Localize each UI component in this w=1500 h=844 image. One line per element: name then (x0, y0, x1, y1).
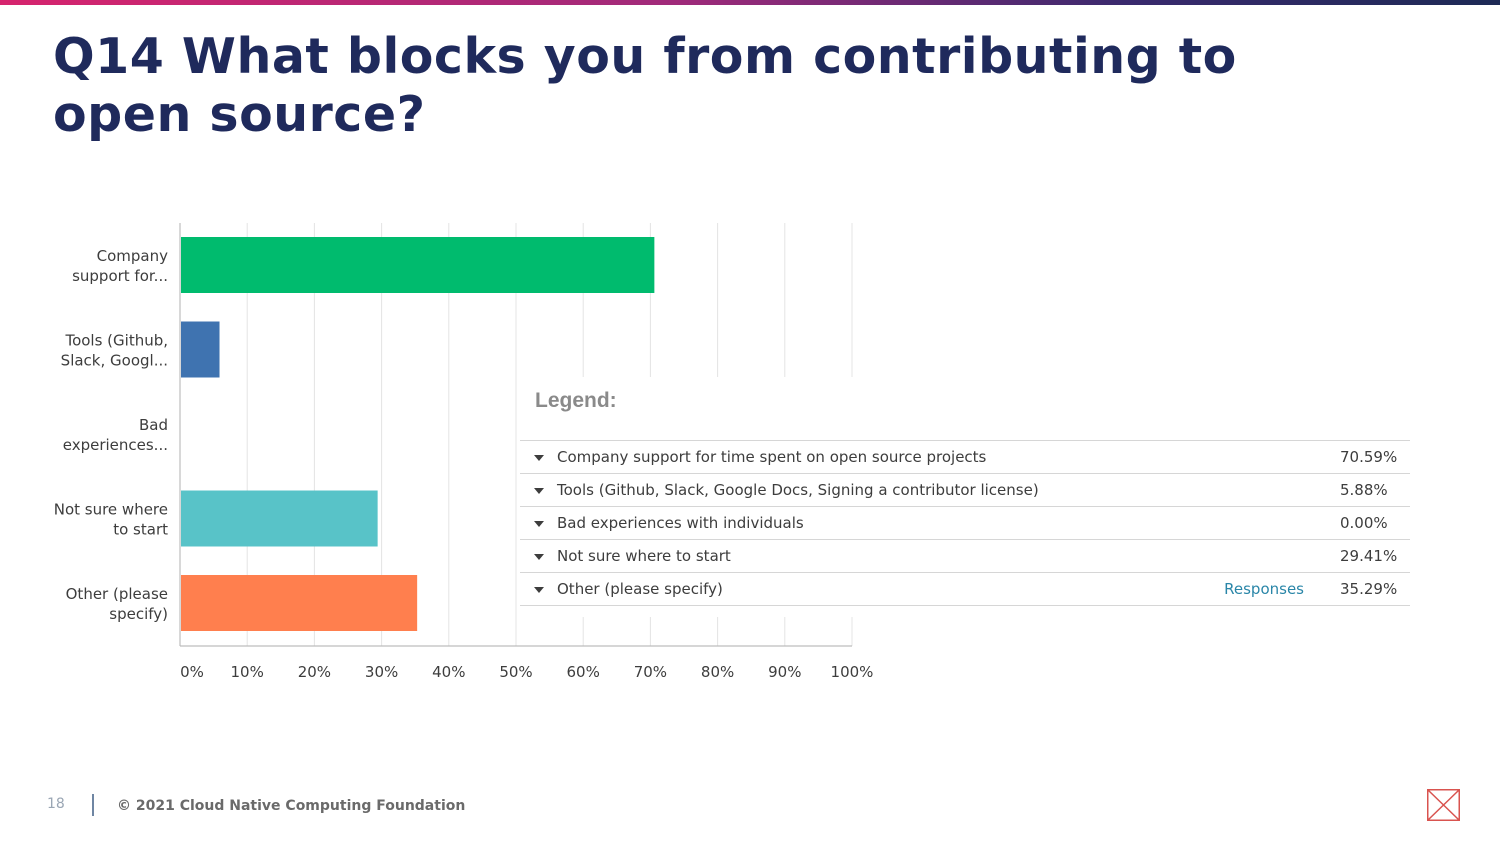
x-tick-label: 90% (768, 663, 801, 681)
category-label: Other (please (66, 585, 168, 603)
category-label: Company (97, 247, 168, 265)
category-label: to start (113, 521, 168, 539)
x-tick-label: 10% (231, 663, 264, 681)
legend-label: Not sure where to start (557, 547, 731, 565)
caret-down-icon[interactable] (533, 487, 544, 494)
legend-row[interactable]: Not sure where to start 29.41% (520, 540, 1410, 573)
x-tick-label: 80% (701, 663, 734, 681)
caret-down-icon[interactable] (533, 454, 544, 461)
legend-label: Other (please specify) (557, 580, 723, 598)
caret-down-icon[interactable] (533, 553, 544, 560)
x-tick-label: 50% (499, 663, 532, 681)
legend-row[interactable]: Tools (Github, Slack, Google Docs, Signi… (520, 474, 1410, 507)
legend-table: Company support for time spent on open s… (520, 440, 1410, 606)
bar (181, 490, 378, 547)
bar (181, 237, 655, 293)
caret-down-icon[interactable] (533, 586, 544, 593)
legend-row[interactable]: Bad experiences with individuals 0.00% (520, 507, 1410, 540)
legend-label: Company support for time spent on open s… (557, 448, 987, 466)
bar (181, 575, 418, 631)
x-tick-label: 100% (831, 663, 874, 681)
x-tick-label: 60% (567, 663, 600, 681)
x-tick-label: 30% (365, 663, 398, 681)
bar (181, 321, 220, 378)
legend-percent: 0.00% (1340, 514, 1388, 532)
legend-row[interactable]: Other (please specify) Responses 35.29% (520, 573, 1410, 606)
legend-title: Legend: (535, 389, 617, 412)
category-label: Bad (139, 416, 168, 434)
legend-percent: 70.59% (1340, 448, 1398, 466)
x-tick-label: 0% (180, 663, 204, 681)
category-label: support for... (72, 267, 168, 285)
responses-link[interactable]: Responses (1224, 580, 1304, 598)
legend-percent: 35.29% (1340, 580, 1398, 598)
page-number: 18 (47, 796, 65, 812)
top-accent-bar (0, 0, 1500, 5)
legend-label: Tools (Github, Slack, Google Docs, Signi… (557, 481, 1039, 499)
legend-panel: Legend: Company support for time spent o… (520, 377, 1410, 617)
caret-down-icon[interactable] (533, 520, 544, 527)
slide-title: Q14 What blocks you from contributing to… (53, 28, 1237, 143)
footer-divider (92, 794, 94, 816)
cncf-logo-icon (1427, 789, 1460, 821)
x-tick-label: 70% (634, 663, 667, 681)
category-label: experiences... (63, 436, 168, 454)
category-label: Tools (Github, (64, 332, 168, 350)
category-label: specify) (109, 605, 168, 623)
copyright-text: © 2021 Cloud Native Computing Foundation (117, 798, 466, 814)
legend-row[interactable]: Company support for time spent on open s… (520, 440, 1410, 474)
category-label: Not sure where (54, 501, 168, 519)
x-tick-label: 20% (298, 663, 331, 681)
legend-percent: 5.88% (1340, 481, 1388, 499)
legend-percent: 29.41% (1340, 547, 1398, 565)
legend-label: Bad experiences with individuals (557, 514, 804, 532)
category-label: Slack, Googl... (61, 352, 168, 370)
x-tick-label: 40% (432, 663, 465, 681)
